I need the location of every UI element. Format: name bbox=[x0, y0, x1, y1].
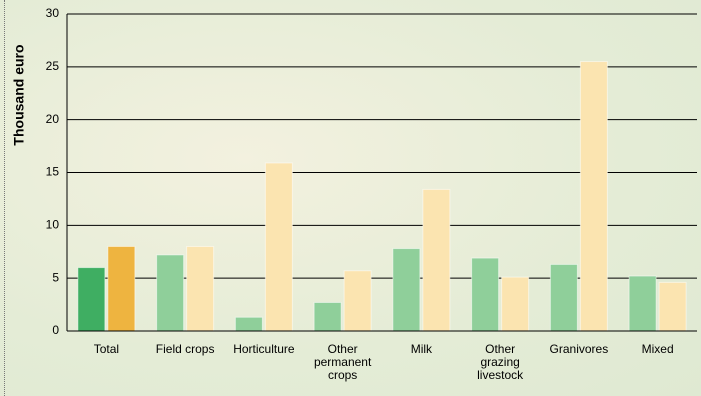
bar bbox=[107, 245, 136, 332]
x-tick-label: Field crops bbox=[155, 342, 215, 356]
bar bbox=[156, 254, 185, 332]
bar bbox=[422, 188, 451, 332]
x-tick-label: Mixed bbox=[641, 342, 674, 356]
bar bbox=[313, 301, 342, 332]
x-tick-label: Granivores bbox=[549, 342, 609, 356]
bar bbox=[186, 245, 215, 332]
y-tick-label: 10 bbox=[46, 218, 60, 232]
bar bbox=[234, 316, 263, 332]
y-tick-label: 20 bbox=[46, 112, 60, 126]
y-tick-label: 5 bbox=[52, 270, 59, 284]
x-tick-label: Horticulture bbox=[233, 342, 295, 356]
bar bbox=[628, 275, 657, 332]
border bbox=[4, 0, 5, 396]
bar bbox=[77, 267, 106, 332]
bar bbox=[579, 61, 608, 332]
bar bbox=[549, 263, 578, 332]
y-tick-label: 15 bbox=[46, 165, 60, 179]
y-tick-label: 0 bbox=[52, 323, 59, 337]
bar bbox=[343, 270, 372, 332]
y-axis-label: Thousand euro bbox=[11, 44, 27, 145]
bar bbox=[392, 248, 421, 332]
x-tick-label: Other permanent crops bbox=[313, 342, 372, 382]
bar bbox=[264, 162, 293, 332]
y-tick-label: 30 bbox=[46, 6, 60, 20]
x-tick-label: Milk bbox=[410, 342, 433, 356]
bar bbox=[501, 276, 530, 332]
y-tick-label: 25 bbox=[46, 59, 60, 73]
x-tick-label: Total bbox=[93, 342, 120, 356]
x-tick-label: Other grazing livestock bbox=[477, 342, 524, 382]
bar bbox=[658, 281, 687, 332]
bar bbox=[471, 257, 500, 332]
